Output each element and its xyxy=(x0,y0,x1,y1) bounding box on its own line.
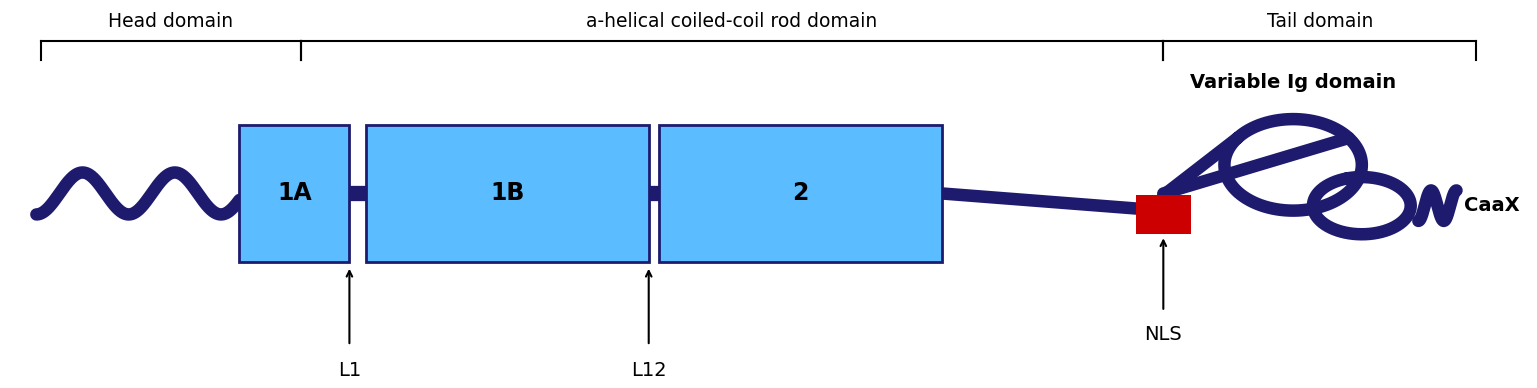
Text: L1: L1 xyxy=(338,361,361,380)
FancyBboxPatch shape xyxy=(366,125,649,262)
Text: L12: L12 xyxy=(630,361,667,380)
FancyBboxPatch shape xyxy=(659,125,942,262)
FancyBboxPatch shape xyxy=(1136,196,1191,234)
Text: Tail domain: Tail domain xyxy=(1266,12,1373,31)
Text: 1B: 1B xyxy=(490,182,524,206)
Text: a-helical coiled-coil rod domain: a-helical coiled-coil rod domain xyxy=(586,12,878,31)
Text: Head domain: Head domain xyxy=(108,12,234,31)
Text: Variable Ig domain: Variable Ig domain xyxy=(1190,73,1396,92)
FancyBboxPatch shape xyxy=(240,125,349,262)
Text: 1A: 1A xyxy=(277,182,312,206)
Text: 2: 2 xyxy=(793,182,808,206)
Text: NLS: NLS xyxy=(1145,325,1182,344)
Text: CaaX: CaaX xyxy=(1465,196,1520,215)
